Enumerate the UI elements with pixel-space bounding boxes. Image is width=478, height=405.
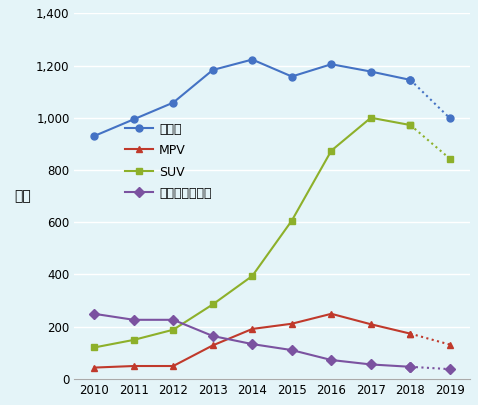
SUV [131,337,137,342]
Line: セダン: セダン [91,56,414,139]
SUV [368,115,374,120]
SUV [250,273,255,278]
MPV [91,365,97,370]
セダン [289,74,294,79]
セダン [91,134,97,139]
MPV [289,321,294,326]
クロスオーバー [368,362,374,367]
セダン [131,117,137,122]
クロスオーバー [250,342,255,347]
Line: クロスオーバー: クロスオーバー [91,310,414,370]
クロスオーバー [170,318,176,322]
MPV [170,364,176,369]
SUV [210,302,216,307]
SUV [408,123,413,128]
SUV [328,148,334,153]
セダン [408,77,413,82]
セダン [368,69,374,74]
クロスオーバー [210,334,216,339]
Line: MPV: MPV [91,310,414,371]
SUV [91,345,97,350]
セダン [250,57,255,62]
Line: SUV: SUV [91,114,414,351]
MPV [408,331,413,336]
MPV [210,343,216,348]
セダン [210,68,216,72]
クロスオーバー [91,311,97,316]
Y-axis label: 万台: 万台 [15,189,32,203]
MPV [250,326,255,331]
セダン [328,62,334,67]
SUV [289,218,294,223]
クロスオーバー [408,364,413,369]
クロスオーバー [328,358,334,362]
SUV [170,327,176,332]
クロスオーバー [289,347,294,352]
クロスオーバー [131,318,137,322]
Legend: セダン, MPV, SUV, クロスオーバー: セダン, MPV, SUV, クロスオーバー [120,118,217,205]
MPV [368,322,374,327]
セダン [170,100,176,105]
MPV [328,311,334,316]
MPV [131,364,137,369]
